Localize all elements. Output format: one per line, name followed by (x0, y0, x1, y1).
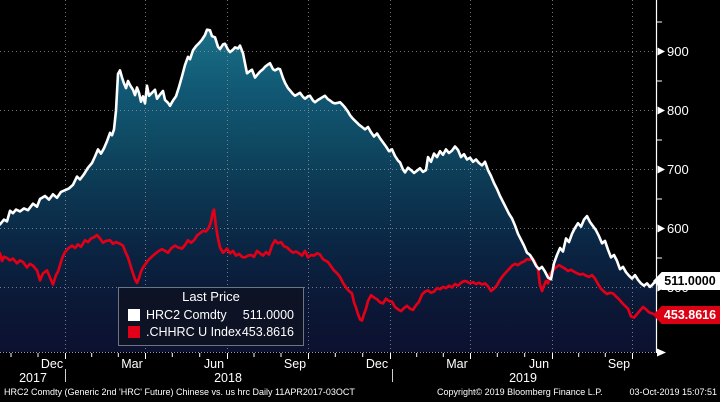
x-axis-month-label: Jun (529, 357, 549, 371)
legend-series-value: 453.8616 (241, 324, 294, 339)
x-axis-year-label: 2017 (19, 371, 47, 385)
hrc2-price-line (0, 28, 658, 289)
legend-title: Last Price (182, 289, 240, 304)
gridlines (0, 0, 656, 352)
x-axis-year-label: 2019 (509, 371, 537, 385)
x-axis-arrow-icon (657, 348, 666, 357)
y-axis-tick-label: 600 (667, 221, 689, 236)
legend-swatch-icon (128, 308, 140, 321)
copyright-text: Copyright© 2019 Bloomberg Finance L.P. (437, 387, 603, 397)
x-axis-month-label: Sep (284, 357, 306, 371)
x-ticks (10, 353, 633, 359)
chart-description: HRC2 Comdty (Generic 2nd 'HRC' Future) C… (4, 387, 355, 397)
legend-series-value: 511.0000 (242, 307, 294, 322)
hrc2-area-fill (0, 29, 656, 352)
y-axis-tick-label: 700 (667, 162, 689, 177)
timestamp: 03-Oct-2019 15:07:51 (629, 387, 717, 397)
chhrc-index-line (0, 208, 658, 322)
last-price-tag-hrc2: 511.0000 (653, 272, 720, 290)
y-axis-tick-label: 800 (667, 103, 689, 118)
x-axis-month-label: Dec (366, 357, 388, 371)
x-axis-month-label: Mar (121, 357, 143, 371)
legend-series-label: HRC2 Comdty (146, 307, 227, 322)
y-axis-tick-label: 900 (667, 44, 689, 59)
x-axis-month-label: Sep (608, 357, 630, 371)
x-axis-month-label: Dec (41, 357, 63, 371)
last-price-tag-chhrc: 453.8616 (653, 306, 720, 324)
x-axis-year-label: 2018 (214, 371, 242, 385)
x-axis-month-label: Jun (204, 357, 224, 371)
legend-box[interactable]: Last Price HRC2 Comdty 511.0000 .CHHRC U I… (118, 287, 304, 346)
legend-item: HRC2 Comdty 511.0000 (119, 306, 303, 323)
legend-item: .CHHRC U Index 453.8616 (119, 323, 303, 340)
legend-swatch-icon (128, 325, 140, 338)
legend-series-label: .CHHRC U Index (146, 324, 242, 339)
x-axis-month-label: Mar (446, 357, 468, 371)
